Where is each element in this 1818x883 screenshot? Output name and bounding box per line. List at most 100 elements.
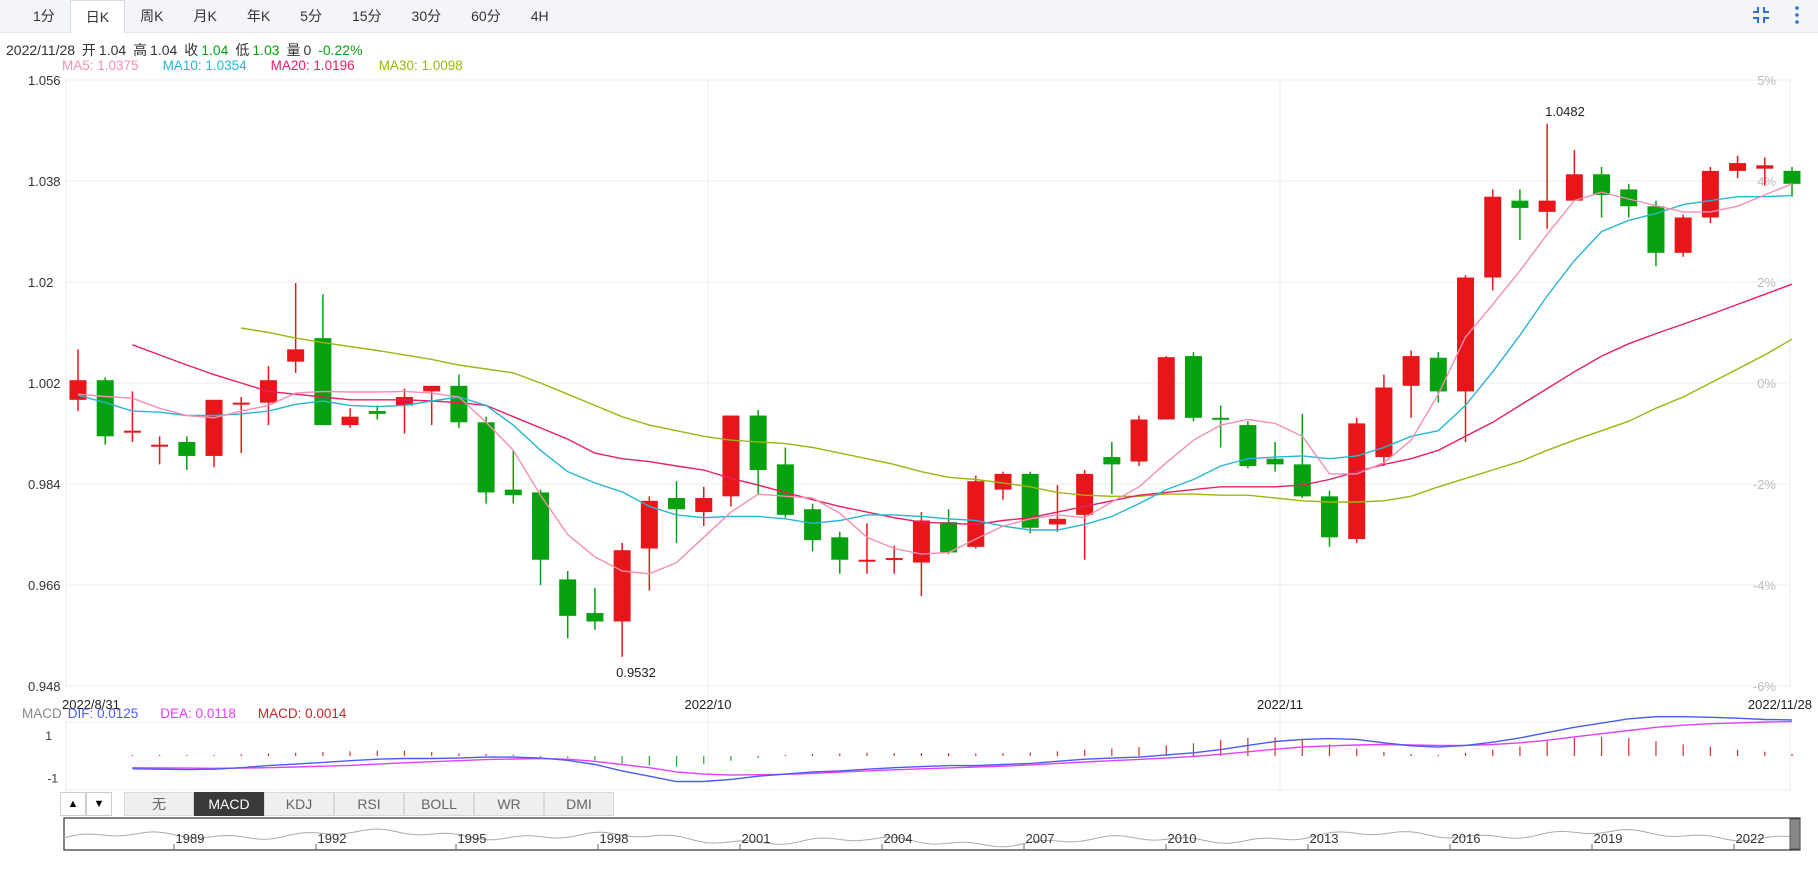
candle-body: [1756, 165, 1774, 169]
info-high-label: 高: [133, 42, 148, 58]
indicator-tab-3[interactable]: RSI: [334, 792, 404, 816]
candle-body: [532, 492, 550, 560]
arrow-down-button[interactable]: ▼: [86, 792, 112, 816]
candle-body: [504, 489, 522, 496]
overview-year-label: 1998: [600, 831, 629, 846]
tab-timeframe-8[interactable]: 60分: [471, 8, 501, 24]
macd-dea-line: [132, 720, 1793, 776]
candle-body: [1130, 419, 1148, 462]
candle-body: [1701, 170, 1719, 218]
indicator-tab-5[interactable]: WR: [474, 792, 544, 816]
candle-body: [776, 464, 794, 515]
indicator-tab-0[interactable]: 无: [124, 792, 194, 816]
info-change: -0.22%: [318, 42, 363, 58]
candle-body: [232, 402, 250, 405]
macd-frame: [65, 721, 1791, 791]
pct-tick-label: 5%: [1757, 73, 1776, 88]
tab-timeframe-7[interactable]: 30分: [411, 8, 442, 24]
indicator-tab-1[interactable]: MACD: [194, 792, 264, 816]
macd-legend: MACD DIF: 0.0125 DEA: 0.0118 MACD: 0.0014: [22, 706, 368, 721]
y-tick-label: 1.02: [28, 275, 53, 290]
candle-body: [1375, 387, 1393, 458]
overview-year-label: 1995: [458, 831, 487, 846]
overview-year-label: 1992: [318, 831, 347, 846]
tab-timeframe-2[interactable]: 周K: [140, 8, 164, 24]
overview-year-label: 2001: [742, 831, 771, 846]
info-open: 1.04: [98, 42, 127, 58]
overview-year-label: 2013: [1310, 831, 1339, 846]
pct-tick-label: 4%: [1757, 174, 1776, 189]
candle-body: [341, 416, 359, 426]
candle-body: [1402, 356, 1420, 386]
macd-legend-item: MACD: [22, 706, 62, 721]
candle-body: [1076, 473, 1094, 515]
candle-body: [858, 559, 876, 562]
candle-body: [586, 613, 604, 622]
candle-body: [1239, 425, 1257, 467]
candle-body: [1511, 200, 1529, 208]
overview-year-label: 1989: [176, 831, 205, 846]
pct-tick-label: 2%: [1757, 275, 1776, 290]
candle-body: [1429, 357, 1447, 392]
candle-body: [831, 537, 849, 560]
candle-body: [940, 522, 958, 553]
candle-body: [885, 558, 903, 561]
y-tick-label: 1.056: [28, 73, 61, 88]
macd-y-tick: 1: [45, 729, 52, 743]
tab-timeframe-6[interactable]: 15分: [351, 8, 382, 24]
tab-timeframe-1[interactable]: 日K: [69, 0, 126, 33]
candle-body: [1212, 417, 1230, 420]
info-low-label: 低: [235, 42, 250, 58]
candle-body: [559, 579, 577, 616]
candle-body: [1048, 518, 1066, 525]
candle-body: [123, 430, 141, 433]
overview-year-label: 2007: [1026, 831, 1055, 846]
overview-year-label: 2016: [1452, 831, 1481, 846]
candle-body: [178, 441, 196, 456]
x-tick-label: 2022/11: [1257, 697, 1303, 712]
candle-body: [994, 473, 1012, 490]
y-tick-label: 0.948: [28, 679, 61, 694]
candle-body: [912, 520, 930, 563]
candle-body: [695, 498, 713, 513]
tab-timeframe-9[interactable]: 4H: [530, 8, 549, 24]
indicator-tab-4[interactable]: BOLL: [404, 792, 474, 816]
overview-line: [63, 828, 1801, 848]
candle-body: [1266, 458, 1284, 465]
arrow-up-button[interactable]: ▲: [60, 792, 86, 816]
overview-handle[interactable]: [1789, 818, 1801, 850]
info-volume: 0: [303, 42, 312, 58]
candle-body: [1674, 217, 1692, 253]
pct-tick-label: 0%: [1757, 376, 1776, 391]
y-tick-label: 0.984: [28, 477, 61, 492]
y-tick-label: 1.038: [28, 174, 61, 189]
indicator-tab-6[interactable]: DMI: [544, 792, 614, 816]
pct-tick-label: -4%: [1753, 578, 1777, 593]
collapse-icon[interactable]: [1750, 4, 1772, 26]
ma-legend-item: MA5: 1.0375: [62, 58, 139, 73]
tab-timeframe-5[interactable]: 5分: [300, 8, 322, 24]
indicator-tab-2[interactable]: KDJ: [264, 792, 334, 816]
tab-timeframe-0[interactable]: 1分: [33, 8, 55, 24]
overview-year-label: 2019: [1594, 831, 1623, 846]
candle-body: [1348, 423, 1366, 539]
candle-body: [749, 415, 767, 470]
candle-body: [314, 338, 332, 426]
info-close-label: 收: [184, 42, 199, 58]
tab-timeframe-4[interactable]: 年K: [246, 8, 271, 24]
x-tick-label: 2022/8/31: [62, 697, 120, 712]
x-tick-label: 2022/10: [685, 697, 732, 712]
more-options-icon[interactable]: [1786, 4, 1808, 26]
candle-body: [1647, 206, 1665, 253]
indicator-gap: [112, 792, 124, 816]
candle-body: [1484, 196, 1502, 278]
candle-body: [1729, 163, 1747, 171]
candle-body: [804, 509, 822, 541]
candle-body: [423, 385, 441, 392]
tab-timeframe-3[interactable]: 月K: [193, 8, 217, 24]
candle-body: [1320, 496, 1338, 538]
toolbar-icons: [1750, 4, 1808, 26]
overview-year-label: 2022: [1736, 831, 1765, 846]
timeframe-tabbar: 1分 日K 周K 月K 年K 5分 15分 30分 60分 4H: [0, 0, 1818, 33]
